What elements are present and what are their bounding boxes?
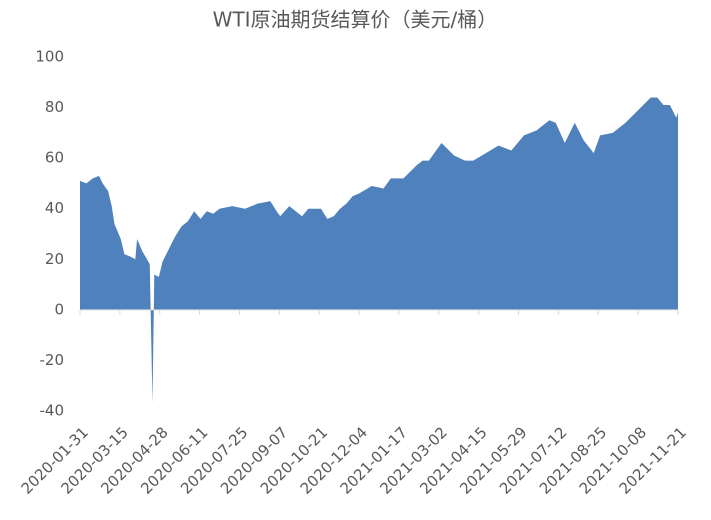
area — [80, 97, 678, 404]
y-tick-label: 20 — [45, 250, 64, 268]
y-tick-label: 60 — [45, 149, 64, 167]
y-tick-label: -40 — [40, 402, 65, 420]
y-tick-label: 0 — [54, 300, 64, 318]
y-tick-label: 80 — [45, 98, 64, 116]
chart-title: WTI原油期货结算价（美元/桶） — [213, 8, 498, 32]
y-tick-label: -20 — [40, 351, 65, 369]
y-tick-label: 40 — [45, 199, 64, 217]
y-tick-label: 100 — [35, 48, 64, 66]
